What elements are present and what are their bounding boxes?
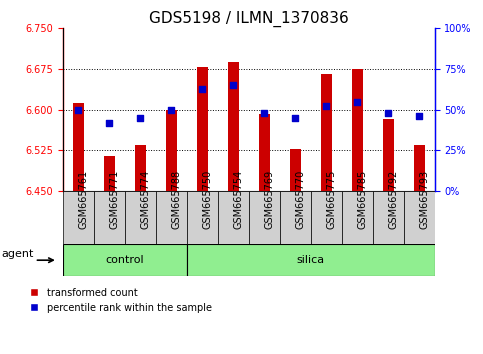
FancyBboxPatch shape (373, 191, 404, 244)
Text: GSM665769: GSM665769 (264, 170, 274, 229)
FancyBboxPatch shape (280, 191, 311, 244)
Bar (135, 145, 146, 191)
Text: GSM665775: GSM665775 (326, 170, 336, 229)
Text: GSM665754: GSM665754 (233, 170, 243, 229)
Text: GSM665750: GSM665750 (202, 170, 212, 229)
Bar (73, 103, 84, 191)
FancyBboxPatch shape (404, 191, 435, 244)
Text: control: control (105, 255, 144, 265)
Text: GSM665774: GSM665774 (140, 170, 150, 229)
Legend: transformed count, percentile rank within the sample: transformed count, percentile rank withi… (29, 288, 212, 313)
Point (354, 99, 361, 104)
Bar (383, 119, 394, 191)
Text: GSM665792: GSM665792 (388, 170, 398, 229)
Point (199, 86, 206, 91)
Text: GSM665770: GSM665770 (295, 170, 305, 229)
Bar (414, 145, 425, 191)
Text: GSM665793: GSM665793 (419, 170, 429, 229)
Point (105, 120, 113, 126)
FancyBboxPatch shape (94, 191, 125, 244)
Bar (166, 110, 177, 191)
Text: silica: silica (297, 255, 325, 265)
Title: GDS5198 / ILMN_1370836: GDS5198 / ILMN_1370836 (149, 11, 349, 27)
Text: GSM665761: GSM665761 (78, 170, 88, 229)
Bar (352, 69, 363, 191)
Point (415, 113, 423, 119)
Bar (321, 74, 332, 191)
FancyBboxPatch shape (125, 191, 156, 244)
Text: GSM665788: GSM665788 (171, 170, 181, 229)
Point (260, 110, 268, 116)
FancyBboxPatch shape (342, 191, 373, 244)
FancyBboxPatch shape (311, 191, 342, 244)
FancyBboxPatch shape (187, 244, 435, 276)
FancyBboxPatch shape (218, 191, 249, 244)
Text: GSM665771: GSM665771 (109, 170, 119, 229)
FancyBboxPatch shape (187, 191, 218, 244)
Point (74, 107, 82, 113)
Point (168, 107, 175, 113)
Bar (290, 149, 300, 191)
FancyBboxPatch shape (63, 244, 187, 276)
FancyBboxPatch shape (63, 191, 94, 244)
Text: agent: agent (1, 249, 34, 259)
Bar (104, 156, 114, 191)
Point (322, 104, 330, 109)
Point (291, 115, 299, 121)
Text: GSM665785: GSM665785 (357, 170, 367, 229)
Bar (259, 114, 270, 191)
Point (136, 115, 144, 121)
Point (384, 110, 392, 116)
Bar (197, 67, 208, 191)
Point (229, 82, 237, 88)
FancyBboxPatch shape (249, 191, 280, 244)
FancyBboxPatch shape (156, 191, 187, 244)
Bar (228, 62, 239, 191)
